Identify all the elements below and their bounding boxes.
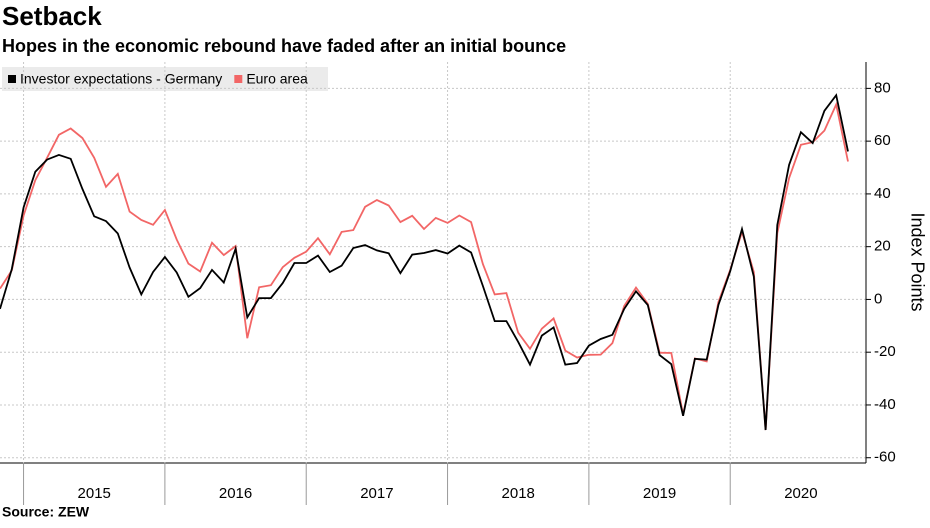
- y-tick-label: 0: [874, 290, 882, 307]
- x-tick-label: 2017: [360, 485, 393, 502]
- x-tick-label: 2019: [643, 485, 676, 502]
- x-tick-label: 2018: [502, 485, 535, 502]
- legend-label: Euro area: [246, 71, 308, 87]
- x-tick-label: 2016: [219, 485, 252, 502]
- y-tick-label: 80: [874, 79, 891, 96]
- y-tick-label: 40: [874, 185, 891, 202]
- legend-swatch: [8, 75, 16, 83]
- y-tick-label: 20: [874, 238, 891, 255]
- chart-subtitle: Hopes in the economic rebound have faded…: [2, 36, 566, 56]
- y-tick-label: -20: [874, 343, 896, 360]
- legend-label: Investor expectations - Germany: [20, 71, 222, 87]
- series-line: [0, 101, 849, 431]
- source: Source: ZEW: [2, 504, 90, 520]
- y-axis-label: Index Points: [907, 212, 927, 311]
- legend-swatch: [234, 75, 243, 83]
- y-tick-label: -60: [874, 449, 896, 466]
- y-tick-label: 60: [874, 132, 891, 149]
- x-tick-label: 2020: [784, 485, 817, 502]
- y-tick-label: -40: [874, 396, 896, 413]
- x-tick-label: 2015: [78, 485, 111, 502]
- series-line: [0, 93, 849, 431]
- chart-title: Setback: [2, 1, 102, 31]
